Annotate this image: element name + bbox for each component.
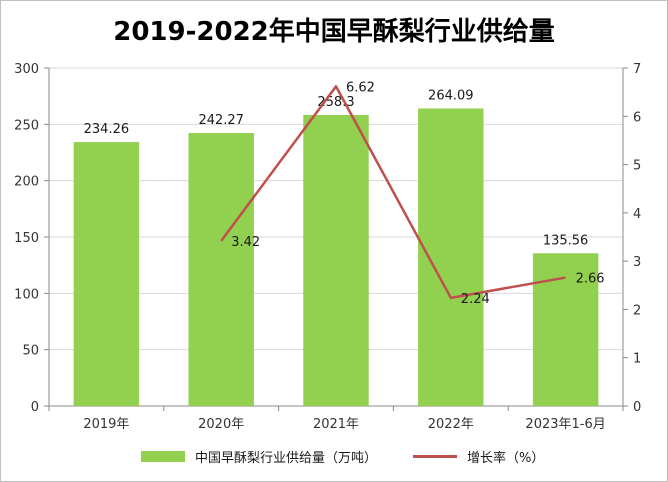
legend-label-growth: 增长率（%） [467, 451, 545, 466]
growth-value-label: 3.42 [231, 235, 260, 250]
x-tick-label: 2021年 [313, 417, 359, 432]
chart-title: 2019-2022年中国早酥梨行业供给量 [113, 17, 555, 47]
bar [73, 142, 140, 406]
x-tick-label: 2022年 [428, 417, 474, 432]
growth-line [220, 85, 566, 300]
y-right-tick-label: 5 [633, 159, 641, 174]
bar [188, 133, 254, 406]
legend: 中国早酥梨行业供给量（万吨） 增长率（%） [1, 447, 667, 471]
y-right-tick-label: 3 [633, 255, 641, 270]
x-tick-label: 2019年 [83, 417, 129, 432]
y-left-tick-label: 200 [14, 175, 39, 190]
legend-item-supply: 中国早酥梨行业供给量（万吨） [141, 447, 377, 466]
y-right-tick-label: 7 [633, 62, 641, 77]
growth-value-label: 2.24 [461, 292, 490, 307]
legend-label-supply: 中国早酥梨行业供给量（万吨） [195, 451, 378, 466]
bar-value-label: 264.09 [428, 88, 474, 103]
y-right-tick-label: 0 [633, 400, 641, 415]
x-tick-label: 2023年1-6月 [525, 417, 605, 432]
y-right-tick-label: 4 [633, 207, 641, 222]
y-left-tick-label: 150 [14, 231, 39, 246]
legend-swatch-growth [413, 455, 457, 458]
bar-value-label: 242.27 [198, 113, 244, 128]
y-right-tick-label: 6 [633, 110, 641, 125]
x-tick-label: 2020年 [198, 417, 244, 432]
growth-value-label: 6.62 [346, 80, 375, 95]
bar-value-label: 234.26 [84, 122, 130, 137]
y-right-tick-label: 1 [633, 352, 641, 367]
growth-value-label: 2.66 [576, 272, 605, 287]
y-left-tick-label: 0 [31, 400, 39, 415]
bar-value-label: 135.56 [543, 233, 589, 248]
y-left-tick-label: 100 [14, 287, 39, 302]
y-left-tick-label: 250 [14, 118, 39, 133]
legend-swatch-supply [141, 451, 185, 462]
legend-item-growth: 增长率（%） [413, 447, 544, 466]
y-left-tick-label: 50 [22, 344, 39, 359]
y-left-tick-label: 300 [14, 62, 39, 77]
y-right-tick-label: 2 [633, 303, 641, 318]
bar [303, 114, 369, 407]
